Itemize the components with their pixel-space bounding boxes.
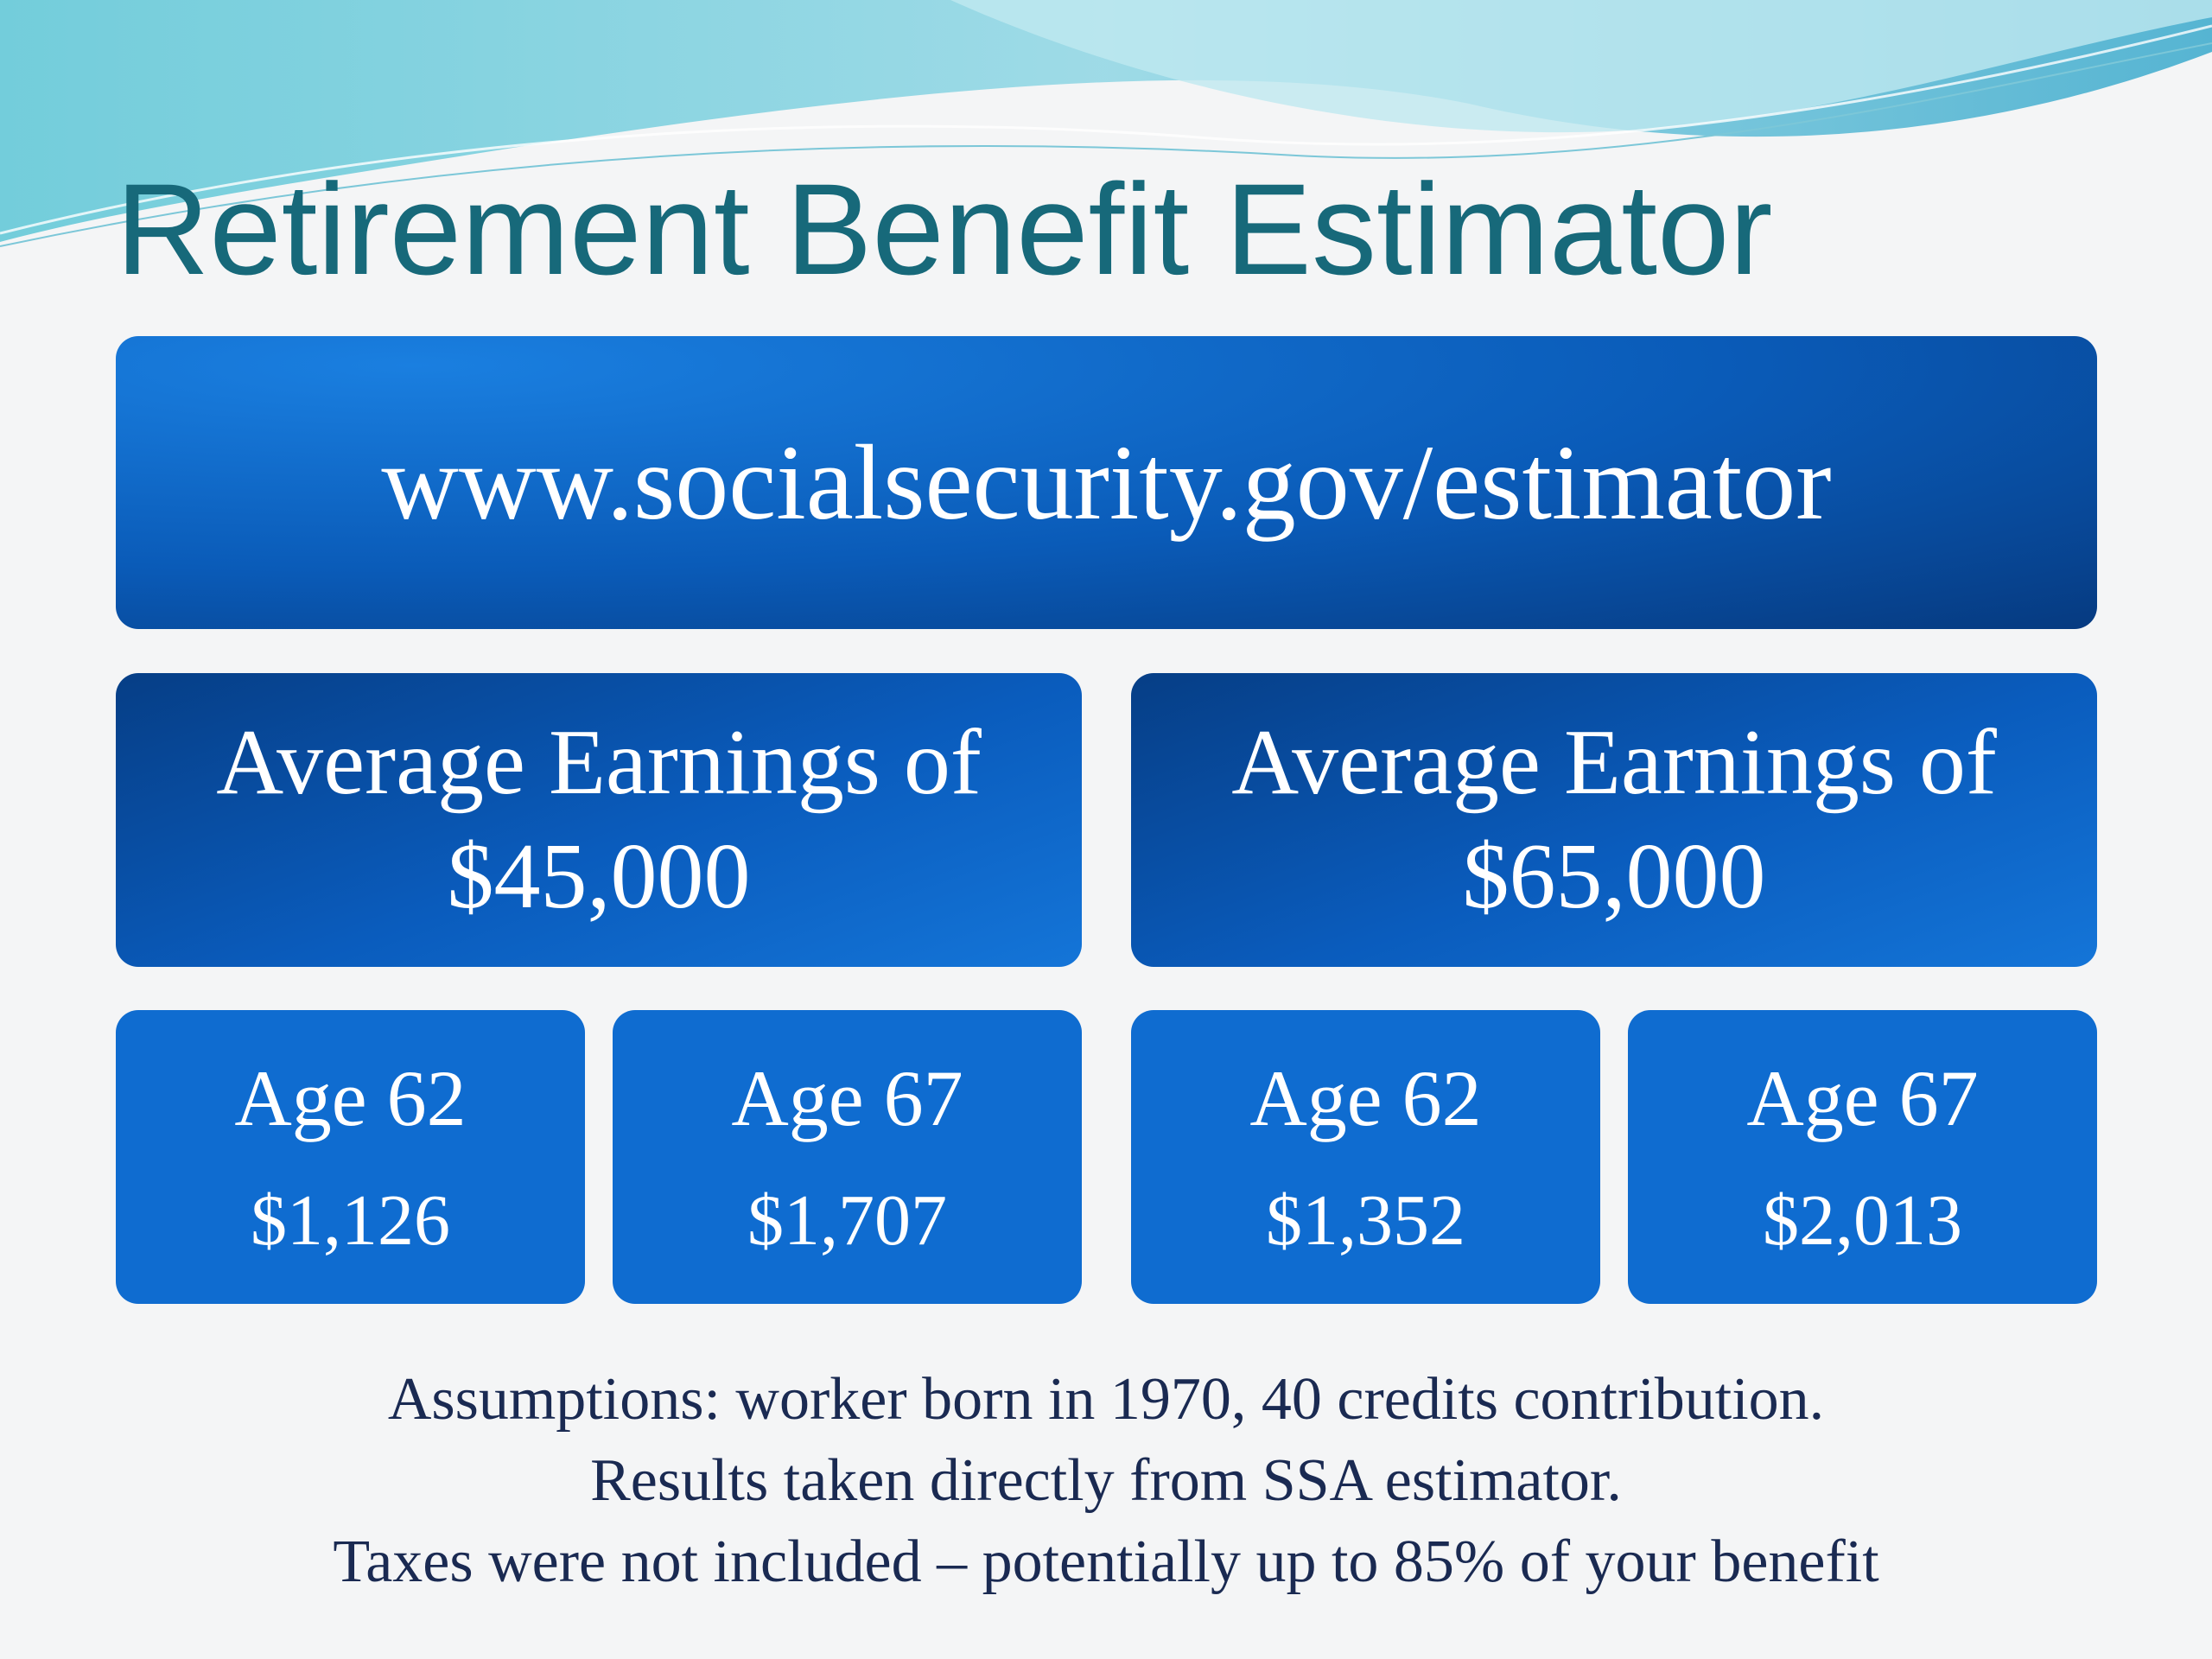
benefit-amount: $2,013 (1763, 1179, 1962, 1261)
earnings-line: $45,000 (447, 825, 751, 928)
earnings-box: Average Earnings of $65,000 (1131, 673, 2097, 967)
title: Retirement Benefit Estimator (116, 156, 1773, 302)
earnings-box: Average Earnings of $45,000 (116, 673, 1082, 967)
earnings-line: Average Earnings of (1231, 711, 1997, 815)
footnote: Assumptions: worker born in 1970, 40 cre… (387, 1366, 1825, 1433)
header-wave (0, 0, 2212, 247)
age-box: Age 67 $1,707 (613, 1010, 1082, 1304)
footnote: Taxes were not included – potentially up… (333, 1529, 1879, 1595)
age-label: Age 67 (1746, 1053, 1979, 1142)
age-label: Age 62 (234, 1053, 467, 1142)
age-label: Age 62 (1249, 1053, 1482, 1142)
benefit-amount: $1,126 (251, 1179, 450, 1261)
age-box: Age 62 $1,126 (116, 1010, 585, 1304)
age-box: Age 62 $1,352 (1131, 1010, 1600, 1304)
benefit-amount: $1,352 (1266, 1179, 1465, 1261)
age-label: Age 67 (731, 1053, 963, 1142)
url-banner: www.socialsecurity.gov/estimator (116, 336, 2097, 629)
earnings-line: $65,000 (1462, 825, 1766, 928)
earnings-line: Average Earnings of (216, 711, 982, 815)
benefit-amount: $1,707 (747, 1179, 947, 1261)
age-box: Age 67 $2,013 (1628, 1010, 2097, 1304)
footnote: Results taken directly from SSA estimato… (590, 1447, 1622, 1514)
url: www.socialsecurity.gov/estimator (381, 423, 1832, 542)
